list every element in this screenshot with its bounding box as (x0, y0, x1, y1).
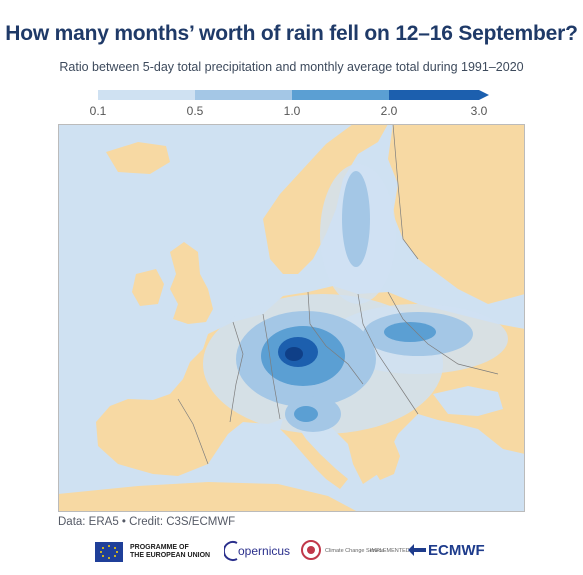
land-north-africa (58, 482, 358, 512)
precip-band-extreme-core-dark (285, 347, 303, 361)
land-greece (370, 439, 400, 480)
legend-tick-2: 1.0 (284, 104, 301, 118)
europe-precipitation-map (58, 124, 525, 512)
land-italy (280, 419, 348, 489)
land-finland-russia (388, 124, 525, 304)
climate-service-logo-icon (301, 540, 321, 560)
copernicus-logo-icon (224, 541, 238, 561)
legend-bin-1 (98, 90, 195, 100)
land-ireland (132, 269, 164, 306)
data-credit: Data: ERA5 • Credit: C3S/ECMWF (58, 516, 236, 528)
ecmwf-logo-icon (408, 544, 426, 556)
legend-arrow (479, 90, 489, 100)
precip-band-high-east (384, 322, 436, 342)
footer-logos: PROGRAMME OF THE EUROPEAN UNION opernicu… (0, 532, 583, 575)
map-title: How many months’ worth of rain fell on 1… (5, 22, 578, 45)
copernicus-label: opernicus (238, 544, 291, 558)
country-borders (177, 124, 499, 465)
precip-band-high-adriatic (294, 406, 318, 422)
map-subtitle: Ratio between 5-day total precipitation … (59, 60, 524, 74)
eu-programme-label: PROGRAMME OF THE EUROPEAN UNION (130, 544, 210, 560)
eu-flag-icon (95, 542, 123, 562)
legend-tick-1: 0.5 (187, 104, 204, 118)
precip-band-medium-north (342, 171, 370, 267)
legend-bin-2 (195, 90, 292, 100)
legend-tick-4: 3.0 (471, 104, 488, 118)
legend-tick-3: 2.0 (381, 104, 398, 118)
map-border (58, 124, 525, 512)
implemented-by-label: IMPLEMENTED BY (370, 548, 419, 554)
sea-black-sea (433, 386, 503, 416)
colorbar-legend: 0.1 0.5 1.0 2.0 3.0 (90, 90, 489, 118)
eu-line-1: PROGRAMME OF (130, 544, 189, 551)
climate-service-label: Climate Change Service (325, 548, 385, 554)
land-iceland (106, 142, 170, 174)
ecmwf-label: ECMWF (428, 542, 485, 559)
eu-line-2: THE EUROPEAN UNION (130, 552, 211, 559)
legend-tick-0: 0.1 (90, 104, 107, 118)
land-great-britain (170, 242, 213, 324)
legend-bin-4 (389, 90, 479, 100)
legend-bin-3 (292, 90, 389, 100)
